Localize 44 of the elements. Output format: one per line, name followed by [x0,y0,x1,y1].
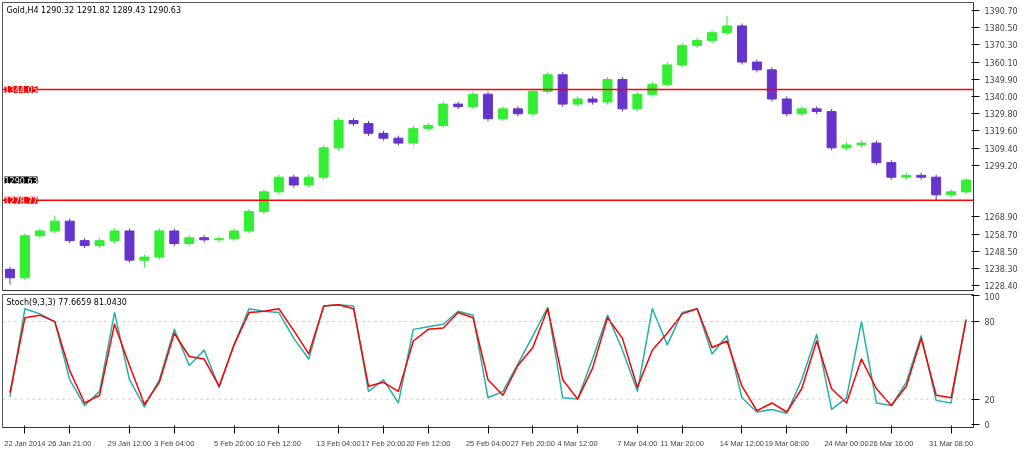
y-tick-label: 100 [984,292,1000,302]
candlestick [602,76,613,106]
y-tick-label: 1370.30 [984,41,1018,51]
y-tick-label: 1238.30 [984,265,1018,275]
candlestick [408,125,419,147]
y-tick-label: 1340.00 [984,92,1018,102]
candlestick [677,42,688,68]
y-tick-label: 1248.50 [984,247,1018,257]
candlestick [527,88,538,117]
candlestick [662,61,673,88]
candlestick [722,15,732,36]
y-tick-label: 1380.50 [984,24,1018,34]
candlestick [4,266,15,286]
candlestick [931,174,942,202]
candlestick [273,174,284,195]
y-tick-label: 1299.20 [984,162,1018,171]
y-tick-label: 80 [984,318,995,328]
candlestick [871,140,882,166]
annotation: 1290.63 [4,176,38,186]
y-tick-label: 1258.70 [984,230,1018,240]
candlestick [542,71,553,95]
y-tick-label: 1319.60 [984,127,1018,137]
candlestick [438,101,449,129]
y-tick-label: 1228.40 [984,282,1018,292]
chart-title: Gold,H4 1290.32 1291.82 1289.43 1290.63 [6,5,182,15]
candlestick [781,95,792,117]
y-tick-label: 1349.90 [984,76,1018,85]
candlestick [214,235,225,243]
y-tick-label: 0 [984,421,990,431]
y-tick-label: 1268.90 [984,213,1018,223]
chart-title: Stoch(9,3,3) 77.6659 81.0430 [6,297,127,307]
candlestick [258,188,269,215]
ref-line-label: 1344.05 [4,85,38,95]
candlestick [64,218,75,244]
candlestick [886,159,897,181]
y-tick-label: 1309.40 [984,144,1018,154]
candlestick [244,208,254,235]
y-tick-label: 1329.80 [984,110,1018,120]
y-tick-label: 1390.70 [984,6,1018,16]
candlestick [632,91,643,112]
ref-line-label: 1278.77 [4,196,38,206]
y-tick-label: 20 [984,395,995,405]
y-tick-label: 1360.10 [984,58,1018,68]
candlestick [946,188,957,198]
